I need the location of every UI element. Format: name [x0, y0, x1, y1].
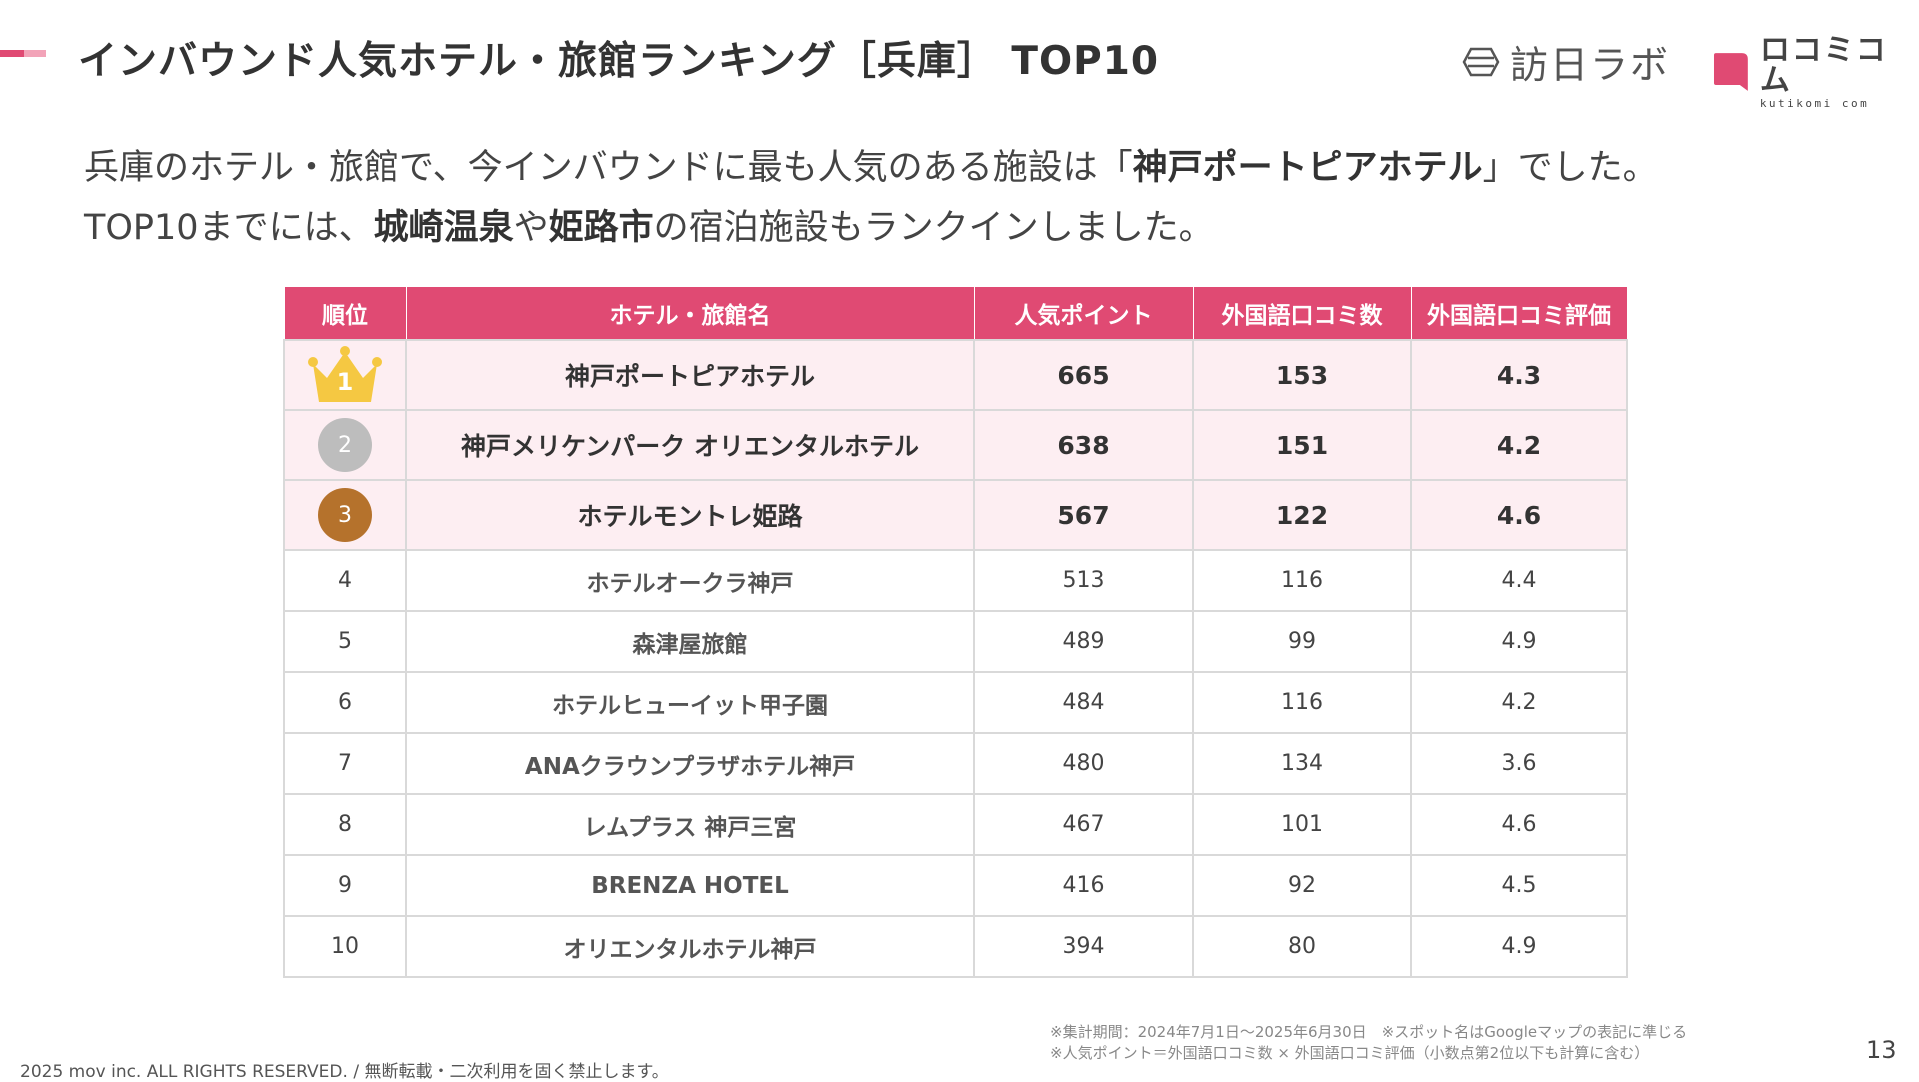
points-value: 567	[973, 479, 1194, 551]
ranking-table: 順位 ホテル・旅館名 人気ポイント 外国語口コミ数 外国語口コミ評価 1 神	[283, 287, 1628, 978]
header-reviews: 外国語口コミ数	[1192, 287, 1412, 341]
reviews-value: 122	[1192, 479, 1412, 551]
houjin-labo-logo-icon	[1462, 47, 1500, 76]
hotel-name: ANAクラウンプラザホテル神戸	[405, 732, 975, 795]
rank-cell: 2	[283, 409, 407, 481]
table-row: 9 BRENZA HOTEL 416 92 4.5	[283, 854, 1628, 917]
rank-cell: 10	[283, 915, 407, 978]
kuchikomi-logo-subtext: kutikomi com	[1759, 97, 1870, 110]
intro-text: 兵庫のホテル・旅館で、今インバウンドに最も人気のある施設は「神戸ポートピアホテル…	[84, 138, 1658, 258]
points-value: 467	[973, 793, 1194, 856]
points-value: 416	[973, 854, 1194, 917]
houjin-labo-logo-text: 訪日ラボ	[1510, 43, 1671, 87]
highlight-kinosaki: 城崎温泉	[373, 208, 514, 248]
hotel-name: 神戸メリケンパーク オリエンタルホテル	[405, 409, 975, 481]
copyright: 2025 mov inc. ALL RIGHTS RESERVED. / 無断転…	[20, 1062, 669, 1082]
rank-cell: 1	[283, 339, 407, 411]
table-row: 7 ANAクラウンプラザホテル神戸 480 134 3.6	[283, 732, 1628, 795]
hotel-name: ホテルモントレ姫路	[405, 479, 975, 551]
table-row: 1 神戸ポートピアホテル 665 153 4.3	[283, 339, 1628, 411]
rank-cell: 4	[283, 549, 407, 612]
table-row: 2 神戸メリケンパーク オリエンタルホテル 638 151 4.2	[283, 409, 1628, 481]
footnote-formula: ※人気ポイント＝外国語口コミ数 × 外国語口コミ評価（小数点第2位以下も計算に含…	[1050, 1044, 1650, 1062]
hotel-name: レムプラス 神戸三宮	[405, 793, 975, 856]
rating-value: 4.9	[1410, 610, 1628, 673]
hotel-name: 神戸ポートピアホテル	[405, 339, 975, 411]
intro-line-1: 兵庫のホテル・旅館で、今インバウンドに最も人気のある施設は「神戸ポートピアホテル…	[84, 148, 1658, 188]
rating-value: 4.9	[1410, 915, 1628, 978]
rank-cell: 5	[283, 610, 407, 673]
rating-value: 4.6	[1410, 793, 1628, 856]
points-value: 638	[973, 409, 1194, 481]
reviews-value: 99	[1192, 610, 1412, 673]
title-accent-bar	[0, 50, 46, 57]
rank-cell: 8	[283, 793, 407, 856]
rating-value: 4.6	[1410, 479, 1628, 551]
hotel-name: BRENZA HOTEL	[405, 854, 975, 917]
highlight-himeji: 姫路市	[548, 208, 654, 248]
reviews-value: 151	[1192, 409, 1412, 481]
page-title: インバウンド人気ホテル・旅館ランキング［兵庫］ TOP10	[78, 39, 1160, 84]
hotel-name: ホテルヒューイット甲子園	[405, 671, 975, 734]
reviews-value: 101	[1192, 793, 1412, 856]
kuchikomi-logo-icon	[1713, 52, 1748, 91]
silver-badge: 2	[318, 418, 372, 472]
page-number: 13	[1866, 1036, 1897, 1064]
rank-cell: 6	[283, 671, 407, 734]
footnote-period: ※集計期間：2024年7月1日〜2025年6月30日 ※スポット名はGoogle…	[1050, 1023, 1688, 1041]
header-rank: 順位	[283, 287, 407, 341]
table-row: 4 ホテルオークラ神戸 513 116 4.4	[283, 549, 1628, 612]
kuchikomi-logo-text: ロコミコム	[1759, 33, 1888, 98]
points-value: 665	[973, 339, 1194, 411]
header-points: 人気ポイント	[973, 287, 1194, 341]
reviews-value: 116	[1192, 549, 1412, 612]
rating-value: 4.3	[1410, 339, 1628, 411]
footnotes: ※集計期間：2024年7月1日〜2025年6月30日 ※スポット名はGoogle…	[1050, 1022, 1687, 1064]
hotel-name: ホテルオークラ神戸	[405, 549, 975, 612]
rank-cell: 3	[283, 479, 407, 551]
table-row: 5 森津屋旅館 489 99 4.9	[283, 610, 1628, 673]
header-name: ホテル・旅館名	[405, 287, 975, 341]
table-row: 3 ホテルモントレ姫路 567 122 4.6	[283, 479, 1628, 551]
rating-value: 4.2	[1410, 409, 1628, 481]
rank-cell: 7	[283, 732, 407, 795]
reviews-value: 92	[1192, 854, 1412, 917]
reviews-value: 80	[1192, 915, 1412, 978]
points-value: 484	[973, 671, 1194, 734]
rating-value: 4.2	[1410, 671, 1628, 734]
highlight-top-hotel: 神戸ポートピアホテル	[1132, 148, 1483, 188]
points-value: 394	[973, 915, 1194, 978]
points-value: 480	[973, 732, 1194, 795]
rating-value: 3.6	[1410, 732, 1628, 795]
rating-value: 4.5	[1410, 854, 1628, 917]
table-row: 6 ホテルヒューイット甲子園 484 116 4.2	[283, 671, 1628, 734]
rank-cell: 9	[283, 854, 407, 917]
reviews-value: 153	[1192, 339, 1412, 411]
rating-value: 4.4	[1410, 549, 1628, 612]
bronze-badge: 3	[318, 488, 372, 542]
points-value: 489	[973, 610, 1194, 673]
reviews-value: 116	[1192, 671, 1412, 734]
crown-icon: 1	[305, 344, 385, 406]
houjin-labo-logo: 訪日ラボ	[1462, 34, 1670, 89]
table-row: 10 オリエンタルホテル神戸 394 80 4.9	[283, 915, 1628, 978]
table-row: 8 レムプラス 神戸三宮 467 101 4.6	[283, 793, 1628, 856]
intro-line-2: TOP10までには、城崎温泉や姫路市の宿泊施設もランクインしました。	[84, 208, 1214, 248]
rank-number: 1	[336, 368, 354, 396]
table-header-row: 順位 ホテル・旅館名 人気ポイント 外国語口コミ数 外国語口コミ評価	[283, 287, 1628, 341]
reviews-value: 134	[1192, 732, 1412, 795]
kuchikomi-logo: ロコミコム kutikomi com	[1712, 36, 1919, 109]
points-value: 513	[973, 549, 1194, 612]
header-rating: 外国語口コミ評価	[1410, 287, 1628, 341]
hotel-name: 森津屋旅館	[405, 610, 975, 673]
hotel-name: オリエンタルホテル神戸	[405, 915, 975, 978]
